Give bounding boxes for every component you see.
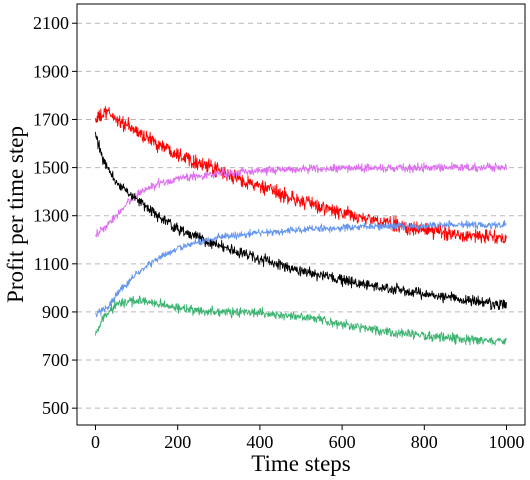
series-line-4 — [95, 220, 507, 318]
y-tick-label: 900 — [42, 302, 69, 322]
y-tick-label: 1500 — [33, 158, 69, 178]
y-tick-label: 1100 — [34, 254, 69, 274]
y-tick-label: 500 — [42, 398, 69, 418]
x-tick-label: 1000 — [489, 432, 525, 452]
series-layer — [95, 106, 507, 346]
y-tick-label: 1300 — [33, 206, 69, 226]
y-axis-label: Profit per time step — [3, 126, 28, 303]
x-tick-label: 200 — [164, 432, 191, 452]
x-tick-label: 800 — [411, 432, 438, 452]
y-tick-label: 2100 — [33, 13, 69, 33]
grid — [77, 22, 525, 409]
x-tick-label: 0 — [91, 432, 100, 452]
series-line-3 — [95, 131, 507, 311]
series-line-2 — [95, 161, 507, 238]
x-tick-label: 400 — [246, 432, 273, 452]
y-tick-label: 1700 — [33, 109, 69, 129]
axis-ticks: 500 700 900 1100 1300 1500 1700 1900 2100 0 200 400… — [33, 13, 525, 452]
series-line-1 — [95, 106, 507, 245]
y-tick-label: 1900 — [33, 61, 69, 81]
x-axis-label: Time steps — [251, 451, 351, 476]
series-line-5 — [95, 295, 507, 346]
x-tick-label: 600 — [329, 432, 356, 452]
y-tick-label: 700 — [42, 350, 69, 370]
plot-frame — [76, 3, 526, 426]
